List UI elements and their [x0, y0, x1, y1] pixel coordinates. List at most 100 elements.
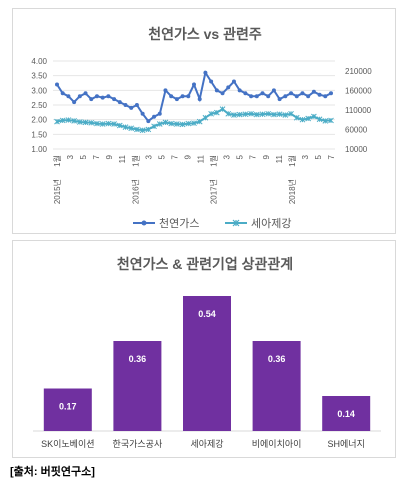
- data-point-seah-steel: [299, 116, 306, 123]
- data-point-natural-gas: [277, 97, 282, 102]
- x-year-label: 2017년: [209, 179, 219, 204]
- data-point-natural-gas: [197, 97, 202, 102]
- data-point-seah-steel: [305, 115, 312, 122]
- data-point-seah-steel: [111, 121, 117, 127]
- data-point-seah-steel: [179, 121, 186, 128]
- y-left-tick: 3.50: [31, 72, 47, 81]
- data-point-seah-steel: [316, 116, 323, 123]
- data-point-natural-gas: [323, 94, 328, 99]
- x-tick-label: 3: [66, 154, 75, 159]
- data-point-seah-steel: [236, 111, 243, 118]
- y-left-tick: 1.00: [31, 145, 47, 154]
- data-point-seah-steel: [219, 106, 226, 112]
- x-tick-label: 9: [262, 154, 271, 159]
- data-point-seah-steel: [156, 121, 163, 127]
- x-tick-label: 11: [118, 154, 127, 163]
- x-tick-label: 9: [183, 154, 192, 159]
- data-point-seah-steel: [82, 119, 89, 126]
- y-left-tick: 2.50: [31, 101, 47, 110]
- x-tick-label: 11: [275, 154, 284, 163]
- data-point-natural-gas: [260, 91, 265, 96]
- x-year-label: 2015년: [52, 179, 62, 204]
- y-right-tick: 110000: [345, 106, 372, 115]
- x-tick-label: 1월: [209, 155, 219, 167]
- data-point-natural-gas: [289, 91, 294, 96]
- data-point-natural-gas: [106, 94, 111, 99]
- bar: [113, 341, 162, 431]
- data-point-natural-gas: [231, 79, 236, 84]
- data-point-natural-gas: [180, 94, 185, 99]
- bar: [43, 388, 92, 431]
- data-point-natural-gas: [134, 103, 139, 107]
- bar-value-label: 0.54: [198, 309, 216, 319]
- data-point-seah-steel: [231, 112, 237, 118]
- data-point-seah-steel: [134, 126, 140, 133]
- data-point-seah-steel: [105, 120, 112, 127]
- data-point-seah-steel: [191, 120, 197, 127]
- data-point-seah-steel: [116, 122, 123, 129]
- data-point-natural-gas: [174, 97, 179, 102]
- x-tick-label: 7: [92, 154, 101, 159]
- data-point-natural-gas: [317, 92, 322, 97]
- bar: [322, 396, 371, 431]
- data-point-seah-steel: [288, 110, 294, 117]
- data-point-natural-gas: [192, 82, 196, 87]
- x-tick-label: 3: [223, 154, 232, 159]
- y-left-tick: 3.00: [31, 86, 47, 95]
- x-year-label: 2018년: [287, 179, 297, 204]
- data-point-natural-gas: [237, 88, 242, 93]
- data-point-natural-gas: [163, 88, 168, 93]
- bar-value-label: 0.14: [337, 409, 355, 419]
- data-point-seah-steel: [151, 123, 157, 130]
- data-point-seah-steel: [185, 120, 192, 127]
- data-point-seah-steel: [282, 112, 289, 118]
- data-point-natural-gas: [157, 111, 162, 116]
- data-point-seah-steel: [122, 124, 129, 130]
- data-point-seah-steel: [65, 117, 72, 123]
- data-point-natural-gas: [140, 111, 145, 116]
- x-tick-label: 9: [105, 154, 114, 159]
- data-point-natural-gas: [146, 119, 151, 124]
- legend-label-seah-steel: 세아제강: [251, 217, 291, 230]
- data-point-natural-gas: [100, 95, 105, 100]
- x-year-label: 2016년: [130, 179, 140, 204]
- data-point-seah-steel: [76, 119, 83, 125]
- bar: [183, 296, 231, 431]
- x-tick-label: 5: [314, 154, 323, 159]
- data-point-seah-steel: [259, 111, 266, 118]
- category-label: 세아제강: [190, 439, 223, 449]
- data-point-natural-gas: [129, 105, 134, 110]
- data-point-seah-steel: [139, 127, 146, 134]
- data-point-seah-steel: [99, 121, 106, 127]
- y-left-tick: 1.50: [31, 130, 47, 139]
- data-point-seah-steel: [271, 111, 277, 118]
- data-point-natural-gas: [329, 91, 333, 96]
- data-point-natural-gas: [94, 94, 99, 99]
- category-label: SH에너지: [328, 439, 365, 449]
- y-right-tick: 10000: [345, 145, 368, 154]
- data-point-seah-steel: [225, 110, 232, 117]
- data-point-natural-gas: [117, 100, 122, 105]
- y-right-tick: 160000: [345, 86, 372, 95]
- data-point-natural-gas: [169, 94, 174, 99]
- source-note: [출처: 버핏연구소]: [10, 466, 95, 478]
- category-label: SK이노베이션: [41, 439, 94, 449]
- category-label: 한국가스공사: [113, 439, 163, 449]
- data-point-seah-steel: [248, 110, 254, 117]
- data-point-natural-gas: [152, 114, 157, 119]
- x-tick-label: 11: [197, 154, 206, 163]
- legend-marker-seah-steel: [232, 219, 240, 227]
- x-tick-label: 1월: [130, 155, 140, 167]
- data-point-seah-steel: [328, 117, 334, 124]
- bar: [252, 341, 301, 431]
- data-point-seah-steel: [128, 125, 135, 132]
- data-point-seah-steel: [174, 121, 180, 127]
- data-point-natural-gas: [254, 94, 259, 99]
- data-point-seah-steel: [94, 120, 100, 127]
- chart-title: 천연가스 vs 관련주: [148, 26, 262, 42]
- data-point-natural-gas: [112, 97, 117, 102]
- x-tick-label: 3: [301, 154, 310, 159]
- data-point-seah-steel: [293, 114, 300, 121]
- data-point-natural-gas: [209, 79, 214, 84]
- x-tick-label: 1월: [52, 155, 62, 167]
